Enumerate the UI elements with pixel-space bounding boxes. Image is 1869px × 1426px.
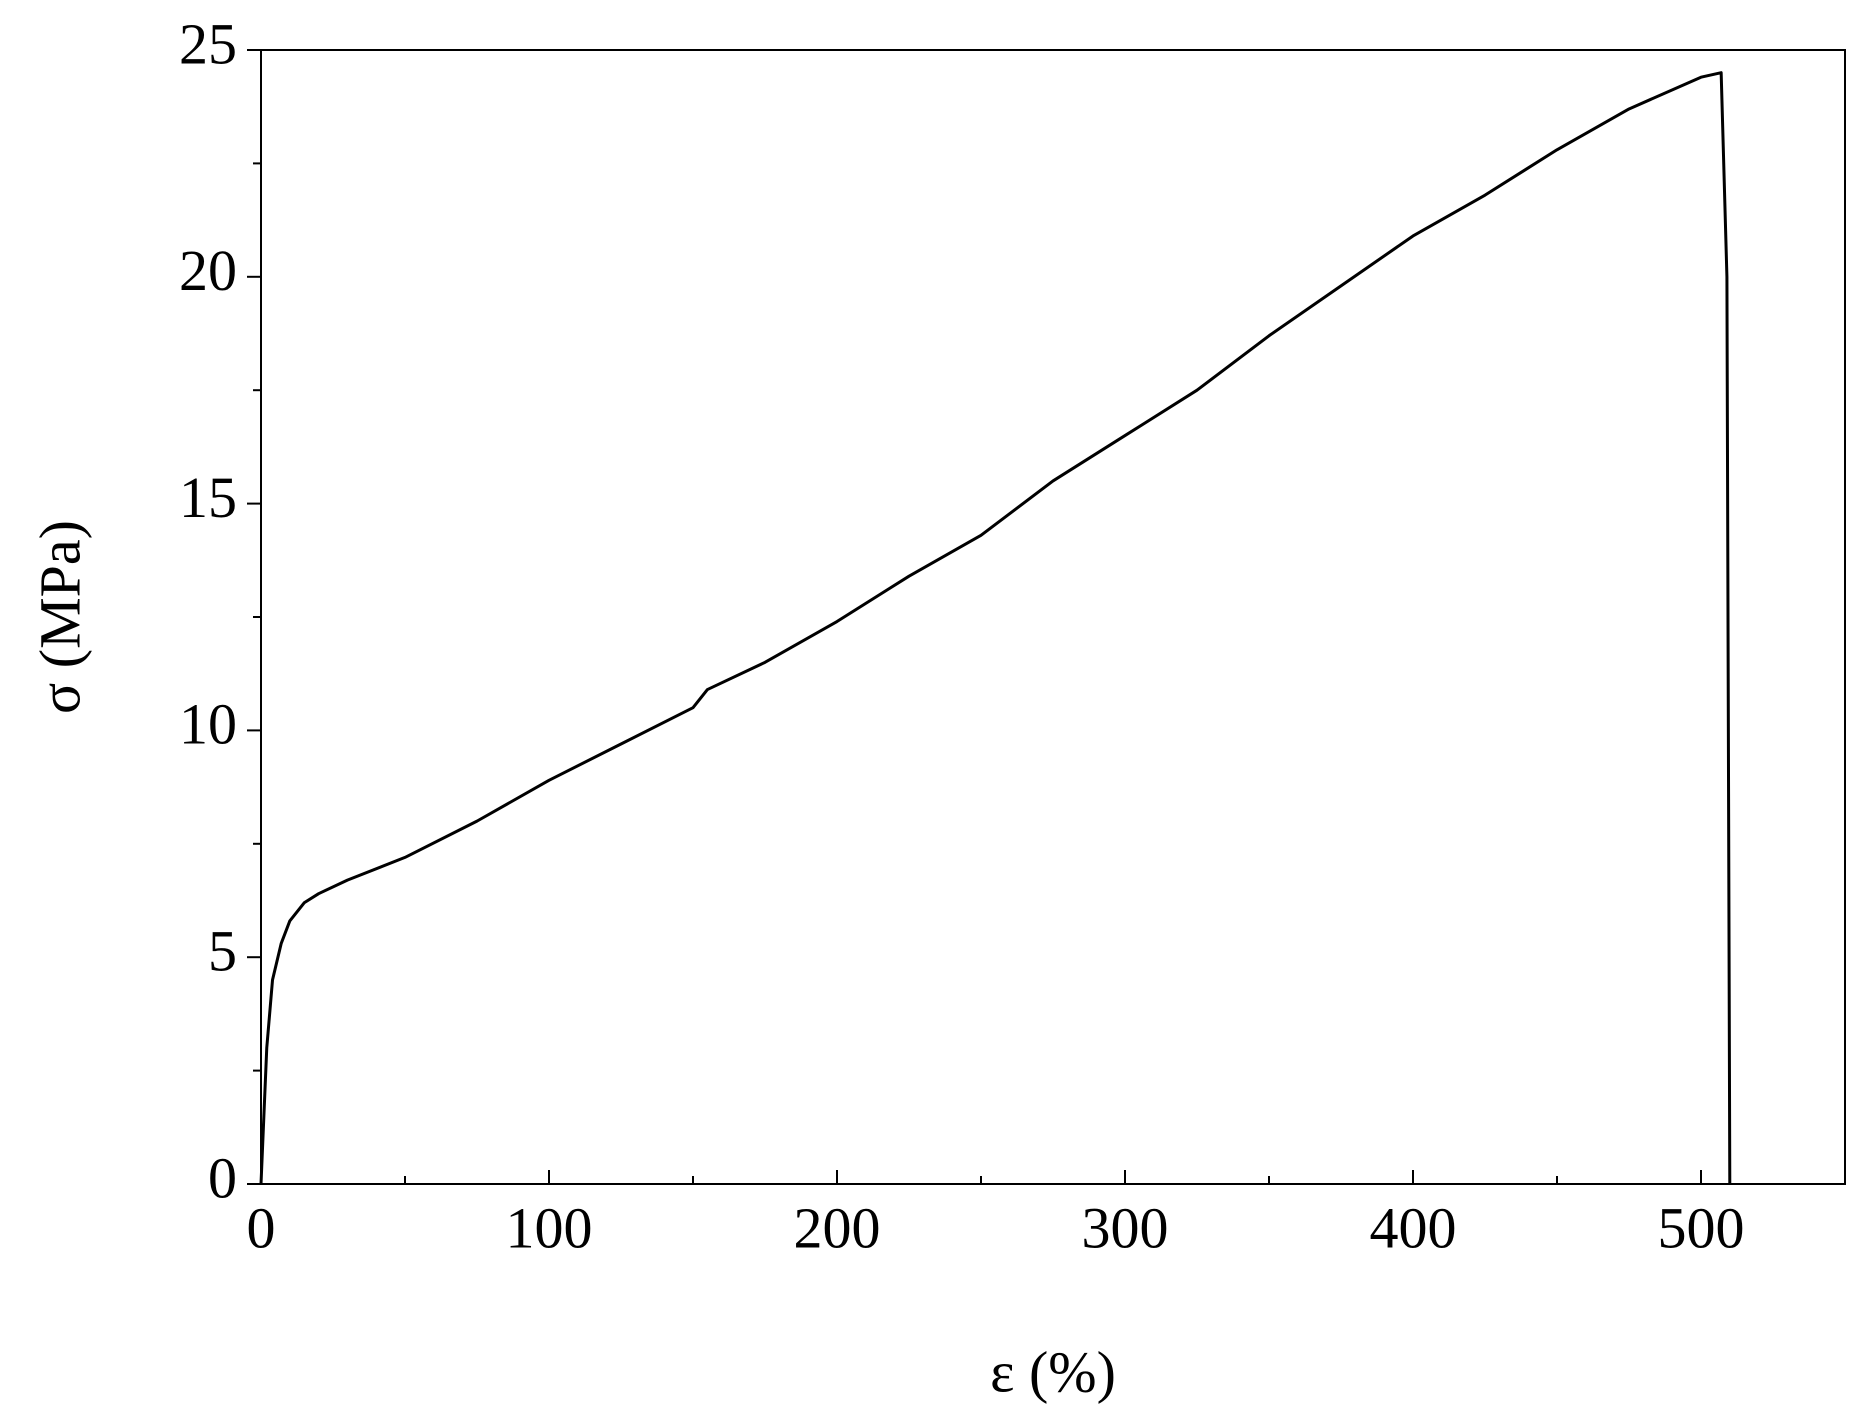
y-tick-label: 10 (179, 692, 237, 757)
x-tick-label: 400 (1370, 1195, 1457, 1260)
x-tick-label: 100 (506, 1195, 593, 1260)
y-axis-label: σ (MPa) (27, 520, 92, 714)
x-tick-label: 0 (247, 1195, 276, 1260)
data-line (259, 71, 1732, 1185)
y-tick-label: 25 (179, 11, 237, 76)
y-tick-label: 5 (208, 919, 237, 984)
x-tick-label: 200 (794, 1195, 881, 1260)
y-tick-label: 15 (179, 465, 237, 530)
y-tick-label: 0 (208, 1145, 237, 1210)
plot-frame (260, 49, 1846, 1185)
x-tick-label: 500 (1658, 1195, 1745, 1260)
y-tick-label: 20 (179, 238, 237, 303)
x-tick-label: 300 (1082, 1195, 1169, 1260)
x-axis-label: ε (%) (990, 1339, 1116, 1404)
